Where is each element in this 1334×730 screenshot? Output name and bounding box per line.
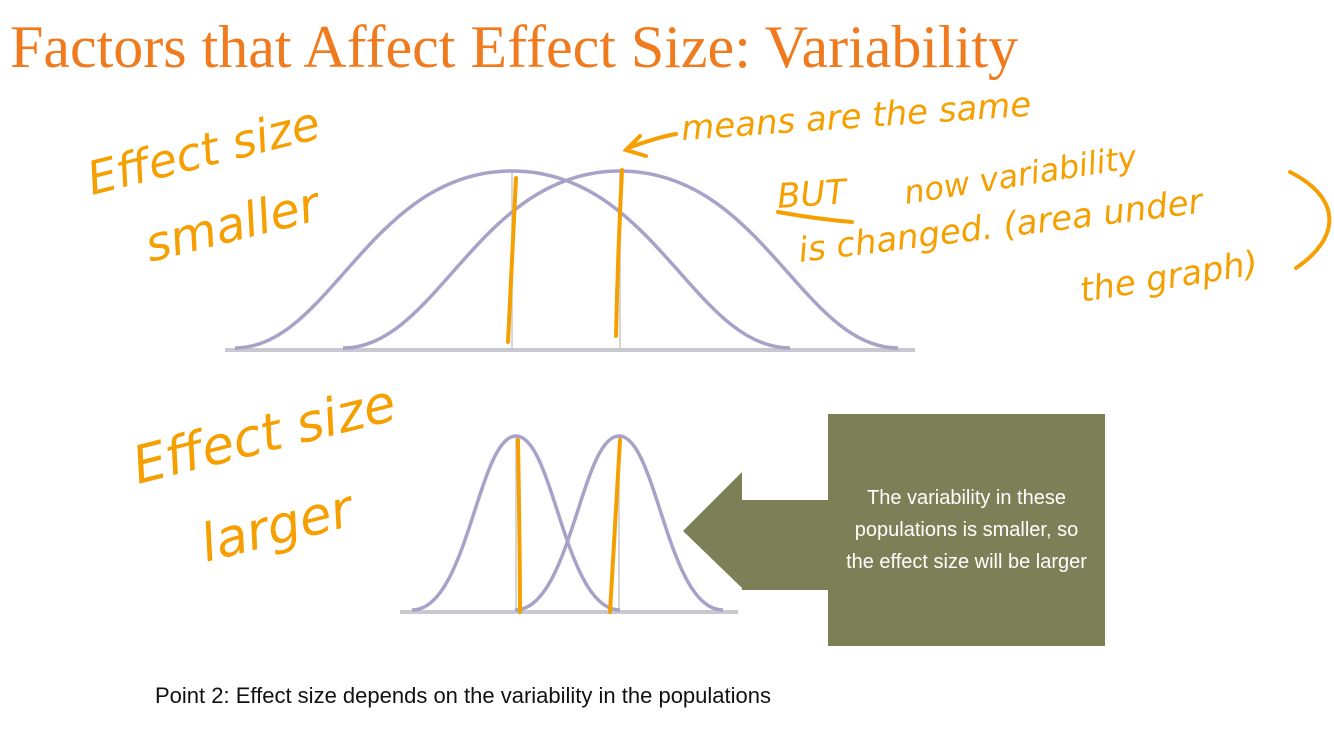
but-label: BUT bbox=[776, 172, 850, 217]
effect-size-smaller-label-line2: smaller bbox=[139, 176, 328, 274]
means-same-note: means are the same bbox=[680, 85, 1033, 149]
bottom-right-curve bbox=[514, 434, 724, 612]
callout-text: The variability in these populations is … bbox=[846, 487, 1087, 573]
ink-but-underline bbox=[776, 210, 854, 224]
bottom-left-curve bbox=[411, 434, 621, 612]
top-left-curve bbox=[234, 169, 791, 350]
bottom-distribution-group bbox=[400, 434, 738, 614]
ink-mean-mark-top-left bbox=[506, 176, 518, 344]
ink-closing-paren bbox=[1288, 170, 1332, 270]
callout-box: The variability in these populations is … bbox=[828, 414, 1105, 646]
ink-arrow-shaft bbox=[626, 132, 678, 150]
callout-arrow-icon bbox=[683, 472, 830, 590]
ink-mean-mark-bottom-left bbox=[516, 438, 522, 614]
ink-mean-mark-bottom-right bbox=[608, 438, 622, 614]
footnote-text: Point 2: Effect size depends on the vari… bbox=[155, 683, 771, 708]
effect-size-larger-label-line2: larger bbox=[195, 478, 363, 574]
ink-arrow-head-icon bbox=[622, 134, 648, 158]
slide-title: Factors that Affect Effect Size: Variabi… bbox=[10, 14, 1019, 80]
ink-mean-mark-top-right bbox=[614, 168, 624, 338]
handwritten-strokes bbox=[506, 132, 1332, 614]
variability-note-line3: the graph) bbox=[1077, 243, 1260, 311]
effect-size-larger-label-line1: Effect size bbox=[127, 373, 402, 496]
